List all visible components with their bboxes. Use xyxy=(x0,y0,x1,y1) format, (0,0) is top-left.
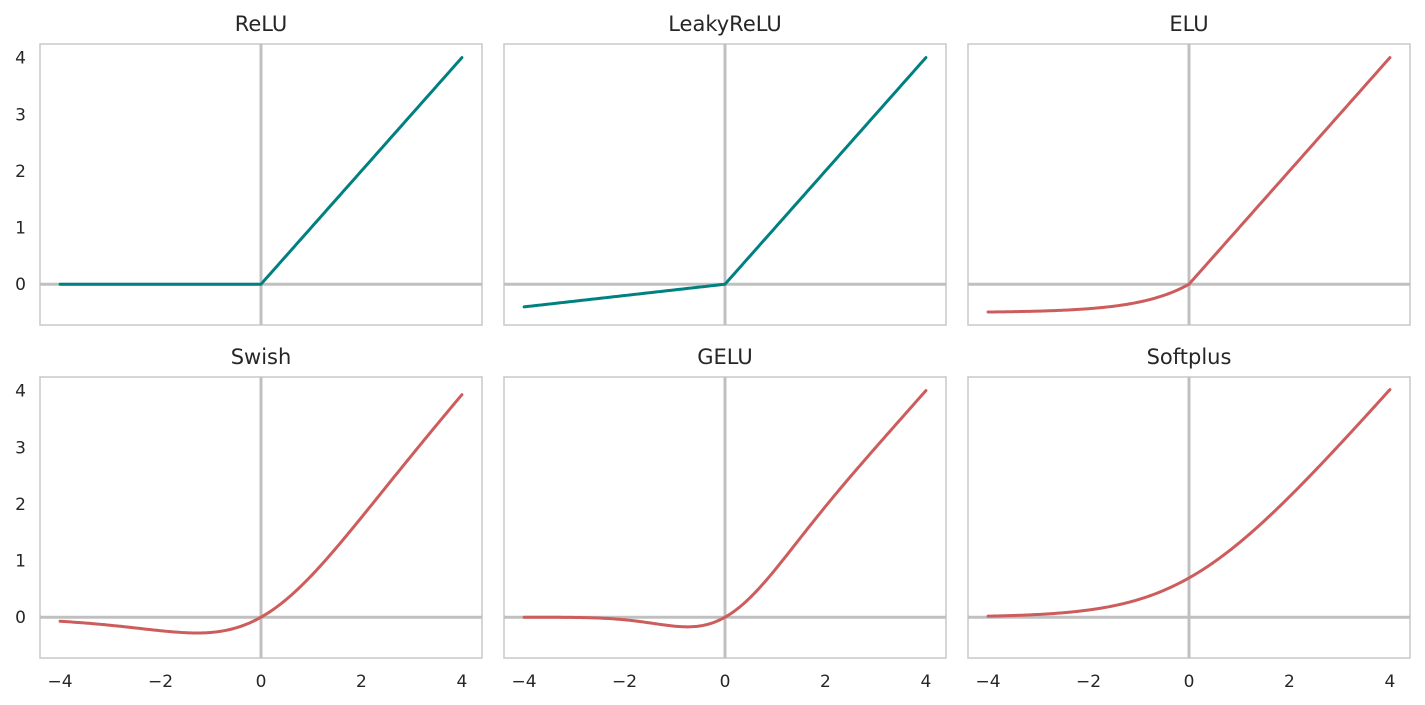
y-tick-label: 4 xyxy=(15,49,26,69)
series-line-swish xyxy=(58,393,464,635)
y-tick-label: 0 xyxy=(15,275,26,295)
panel-title: ELU xyxy=(1169,12,1208,36)
x-tick-label: 2 xyxy=(820,672,831,692)
panel-elu: ELU xyxy=(967,12,1411,326)
x-tick-label: −4 xyxy=(976,672,1001,692)
panel-softplus: Softplus −4 −2 0 2 4 xyxy=(967,345,1411,692)
panel-title: LeakyReLU xyxy=(668,12,782,36)
y-tick-label: 1 xyxy=(15,552,26,572)
x-tick-label: −2 xyxy=(148,672,173,692)
panel-gelu: GELU −4 −2 0 2 4 xyxy=(503,345,947,692)
series-line-softplus xyxy=(986,388,1392,618)
x-tick-label: 2 xyxy=(1284,672,1295,692)
panel-leakyrelu: LeakyReLU xyxy=(503,12,947,326)
panel-relu: ReLU 0 1 2 3 4 xyxy=(15,12,483,326)
x-tick-label: 0 xyxy=(1184,672,1195,692)
series-line-relu xyxy=(58,56,464,286)
panel-title: Softplus xyxy=(1147,345,1232,369)
y-tick-label: 1 xyxy=(15,219,26,239)
y-tick-label: 3 xyxy=(15,105,26,125)
x-tick-label: 4 xyxy=(1384,672,1395,692)
x-tick-label: −4 xyxy=(512,672,537,692)
panel-title: GELU xyxy=(697,345,753,369)
series-line-leakyrelu xyxy=(522,56,928,309)
series-line-elu xyxy=(986,56,1392,314)
x-tick-label: 4 xyxy=(920,672,931,692)
x-tick-label: 0 xyxy=(256,672,267,692)
panel-title: Swish xyxy=(231,345,292,369)
x-tick-label: −4 xyxy=(48,672,73,692)
panel-swish: Swish 0 1 2 3 4 −4 −2 0 2 4 xyxy=(15,345,483,692)
x-tick-label: 2 xyxy=(356,672,367,692)
y-tick-label: 4 xyxy=(15,382,26,402)
y-tick-label: 3 xyxy=(15,438,26,458)
y-tick-label: 0 xyxy=(15,608,26,628)
x-tick-label: −2 xyxy=(612,672,637,692)
y-tick-label: 2 xyxy=(15,162,26,182)
panel-title: ReLU xyxy=(235,12,288,36)
x-tick-label: 0 xyxy=(720,672,731,692)
x-tick-label: −2 xyxy=(1076,672,1101,692)
y-tick-label: 2 xyxy=(15,495,26,515)
x-tick-label: 4 xyxy=(456,672,467,692)
series-line-gelu xyxy=(522,389,928,629)
